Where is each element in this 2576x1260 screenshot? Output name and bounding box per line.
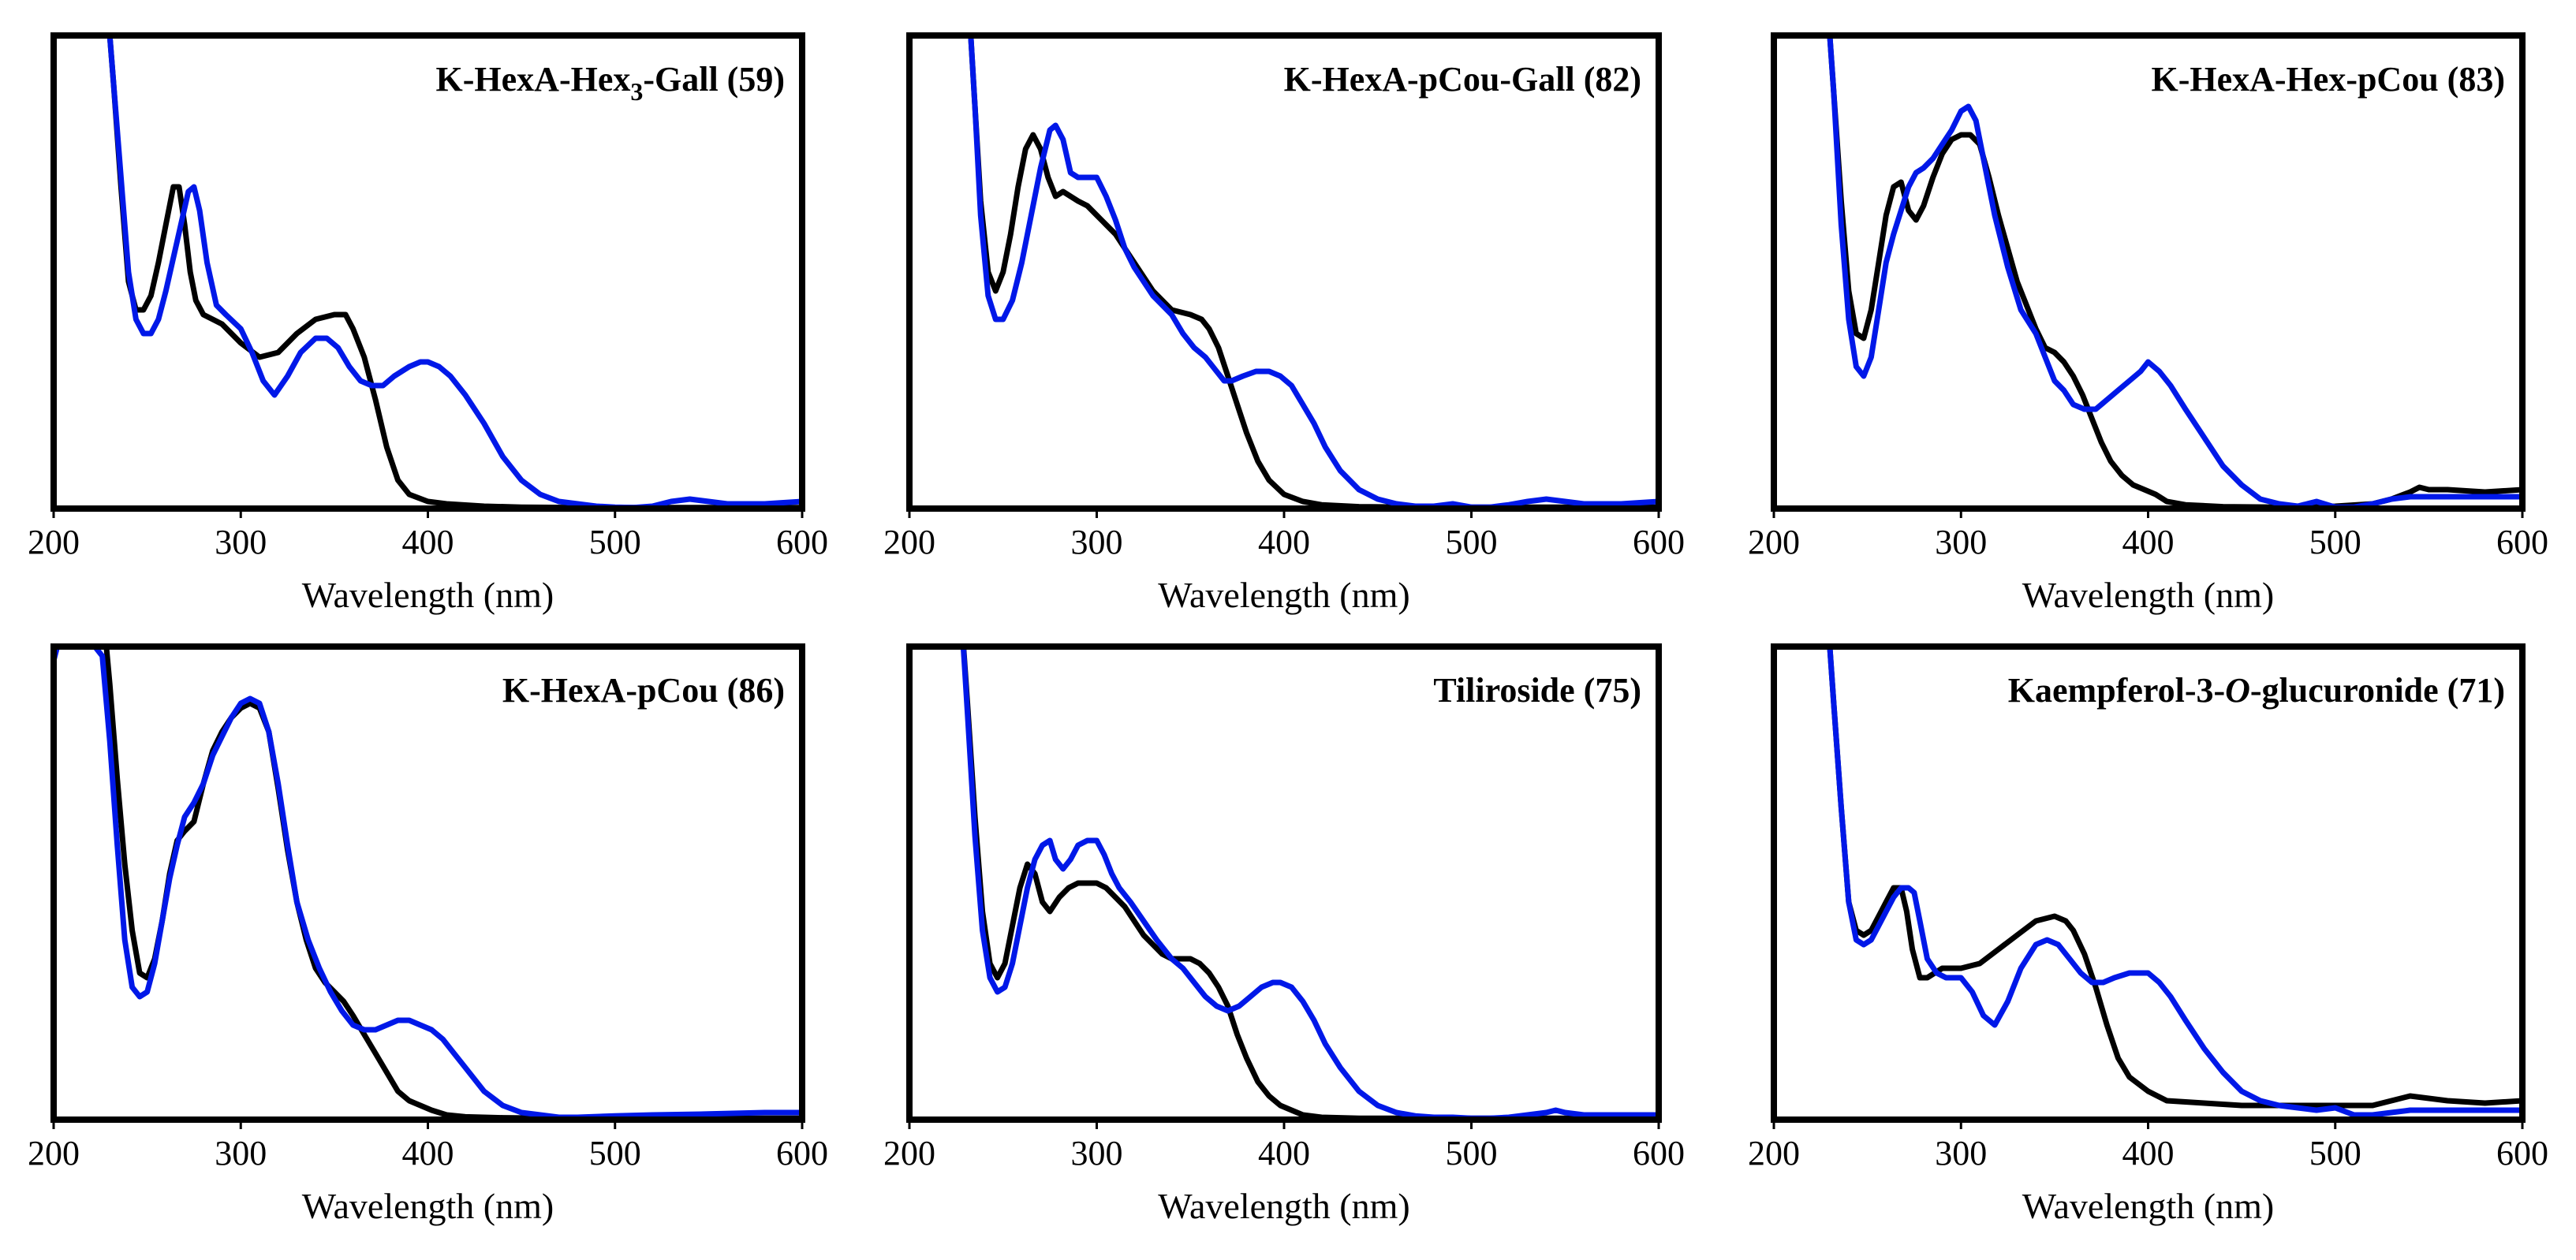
x-tick-label: 600 bbox=[776, 1134, 828, 1172]
series-line-black bbox=[106, 35, 802, 509]
chart-panel-6: 200 300 400 500 600 Wavelength (nm) Kaempferol… bbox=[1748, 643, 2548, 1226]
x-tick-label: 200 bbox=[1748, 523, 1800, 561]
x-tick-label: 500 bbox=[589, 1134, 641, 1172]
series-line-blue bbox=[1827, 35, 2522, 509]
panel-title: Tiliroside (75) bbox=[1433, 671, 1641, 710]
x-tick-label: 600 bbox=[1633, 523, 1685, 561]
x-axis-title: Wavelength (nm) bbox=[2022, 575, 2274, 615]
x-tick-label: 500 bbox=[1446, 523, 1498, 561]
panels: 200 300 400 500 600 Wavelength (nm) K-HexA-Hex… bbox=[28, 32, 2548, 1226]
plot-frame bbox=[1771, 643, 2526, 1123]
chart-panel-2: 200 300 400 500 600 Wavelength (nm) K-HexA-pCo… bbox=[883, 32, 1685, 615]
x-tick-label: 400 bbox=[2122, 523, 2175, 561]
panel-title: K-HexA-Hex-pCou (83) bbox=[2152, 60, 2506, 99]
x-tick-label: 400 bbox=[1258, 1134, 1310, 1172]
panel-title: K-HexA-pCou (86) bbox=[502, 671, 785, 710]
series-line-black bbox=[1827, 647, 2522, 1109]
series-line-blue bbox=[54, 647, 802, 1120]
x-tick-label: 600 bbox=[776, 523, 828, 561]
x-tick-label: 300 bbox=[215, 523, 267, 561]
x-tick-label: 300 bbox=[1071, 523, 1123, 561]
chart-panel-5: 200 300 400 500 600 Wavelength (nm) Tiliroside… bbox=[883, 643, 1685, 1226]
x-tick-label: 600 bbox=[2496, 1134, 2548, 1172]
x-tick-label: 300 bbox=[1071, 1134, 1123, 1172]
panel-title: Kaempferol-3-O-glucuronide (71) bbox=[2008, 671, 2505, 710]
chart-panel-4: 200 300 400 500 600 Wavelength (nm) K-HexA-pCo… bbox=[28, 643, 828, 1226]
x-axis-title: Wavelength (nm) bbox=[302, 1186, 554, 1226]
x-tick-label: 600 bbox=[2496, 523, 2548, 561]
x-tick-label: 300 bbox=[1935, 523, 1987, 561]
x-tick-label: 500 bbox=[2309, 1134, 2361, 1172]
x-axis-title: Wavelength (nm) bbox=[302, 575, 554, 615]
x-tick-label: 500 bbox=[1446, 1134, 1498, 1172]
series-line-blue bbox=[968, 35, 1659, 509]
x-axis-title: Wavelength (nm) bbox=[2022, 1186, 2274, 1226]
x-tick-label: 600 bbox=[1633, 1134, 1685, 1172]
series-line-blue bbox=[1827, 647, 2522, 1118]
x-tick-label: 400 bbox=[1258, 523, 1310, 561]
x-tick-label: 500 bbox=[2309, 523, 2361, 561]
x-tick-label: 500 bbox=[589, 523, 641, 561]
chart-panel-3: 200 300 400 500 600 Wavelength (nm) K-HexA-Hex… bbox=[1748, 32, 2548, 615]
x-tick-label: 200 bbox=[28, 1134, 80, 1172]
x-axis-title: Wavelength (nm) bbox=[1158, 1186, 1409, 1226]
x-tick-label: 400 bbox=[402, 523, 454, 561]
chart-panel-1: 200 300 400 500 600 Wavelength (nm) K-HexA-Hex… bbox=[28, 32, 828, 615]
x-tick-label: 200 bbox=[883, 523, 935, 561]
x-tick-label: 400 bbox=[402, 1134, 454, 1172]
panel-title: K-HexA-pCou-Gall (82) bbox=[1284, 60, 1641, 99]
x-axis-title: Wavelength (nm) bbox=[1158, 575, 1409, 615]
x-tick-label: 400 bbox=[2122, 1134, 2175, 1172]
plot-frame bbox=[50, 32, 805, 512]
x-tick-label: 300 bbox=[1935, 1134, 1987, 1172]
x-tick-label: 200 bbox=[883, 1134, 935, 1172]
series-line-black bbox=[961, 647, 1659, 1120]
x-tick-label: 200 bbox=[28, 523, 80, 561]
x-tick-label: 300 bbox=[215, 1134, 267, 1172]
x-tick-label: 200 bbox=[1748, 1134, 1800, 1172]
panel-title: K-HexA-Hex3-Gall (59) bbox=[436, 60, 785, 106]
